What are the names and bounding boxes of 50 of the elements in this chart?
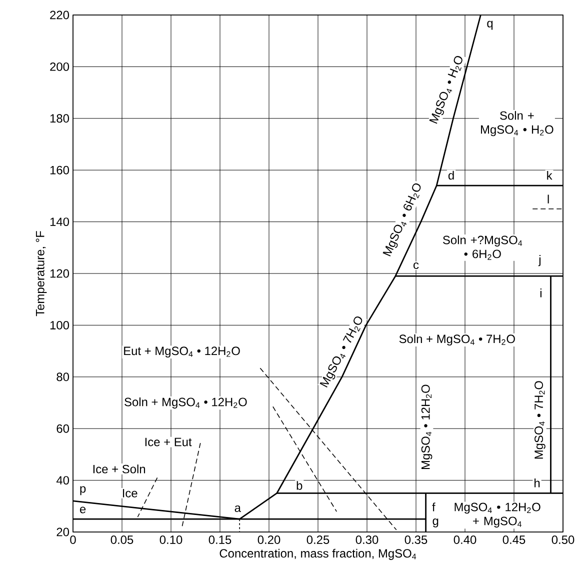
x-tick-label: 0 [70,536,76,544]
x-tick-label: 0.25 [306,536,330,544]
text: MgSO$_{4}$ • 12H$_{2}$O + MgSO$_{4}$ [454,502,540,528]
y-tick-label: 200 [50,62,70,71]
y-tick-label: 140 [50,218,70,226]
annotation: Ice [122,489,138,498]
x-tick-label: 0.45 [502,536,526,544]
annotation: MgSO$_{4}$ • 12H$_{2}$O [421,384,432,469]
annotation: k [547,170,552,180]
annotation: MgSO$_{4}$ • H$_{2}$O [429,56,462,124]
annotation: Eut + MgSO$_{4}$ • 12H$_{2}$O [124,346,240,358]
x-tick-label: 0.40 [454,536,476,544]
annotation: g [432,518,438,528]
annotation: f [432,502,436,512]
annotation: Ice + Eut [145,438,192,446]
y-tick-label: 40 [56,476,70,485]
y-tick-label: 60 [56,424,70,433]
annotation: q [487,20,493,30]
annotation: MgSO$_{4}$ • 7H$_{2}$O [534,381,546,459]
annotation: l [548,194,549,204]
annotation: Soln + MgSO$_{4}$ • H$_{2}$O [481,111,554,136]
x-tick-label: 0.50 [552,536,574,544]
annotation: e [80,506,86,514]
x-axis-title: Concentration, mass fraction, MgSO$_{4}$ [220,548,416,560]
x-tick-label: 0.05 [110,536,134,544]
x-tick-label: 0.35 [404,536,428,544]
x-tick-label: 0.20 [258,536,280,544]
annotation: h [534,478,540,488]
y-tick-label: 100 [50,320,70,330]
y-tick-label: 180 [50,114,70,123]
annotation: Soln + MgSO$_{4}$ • 12H$_{2}$O [124,397,247,409]
text: Soln +?MgSO$_{4}$ • 6H$_{2}$O [443,235,522,260]
y-tick-label: 20 [56,528,70,536]
y-tick-label: 120 [50,269,70,278]
y-axis-title: Temperature, °F [36,231,47,316]
x-tick-label: 0.10 [160,536,182,544]
y-tick-label: 220 [50,10,70,20]
annotation: b [296,481,302,490]
y-tick-label: 160 [50,166,70,174]
annotation: Soln + MgSO$_{4}$ • 7H$_{2}$O [399,334,515,346]
y-tick-label: 80 [56,372,70,382]
annotation: j [538,255,540,266]
annotation: c [414,262,419,270]
x-tick-label: 0.30 [356,536,378,544]
annotation: d [448,170,454,180]
x-tick-label: 0.15 [208,536,232,544]
annotation: a [234,505,241,512]
annotation: i [540,288,542,298]
annotation: Ice + Soln [93,464,146,474]
annotation: p [80,486,86,496]
